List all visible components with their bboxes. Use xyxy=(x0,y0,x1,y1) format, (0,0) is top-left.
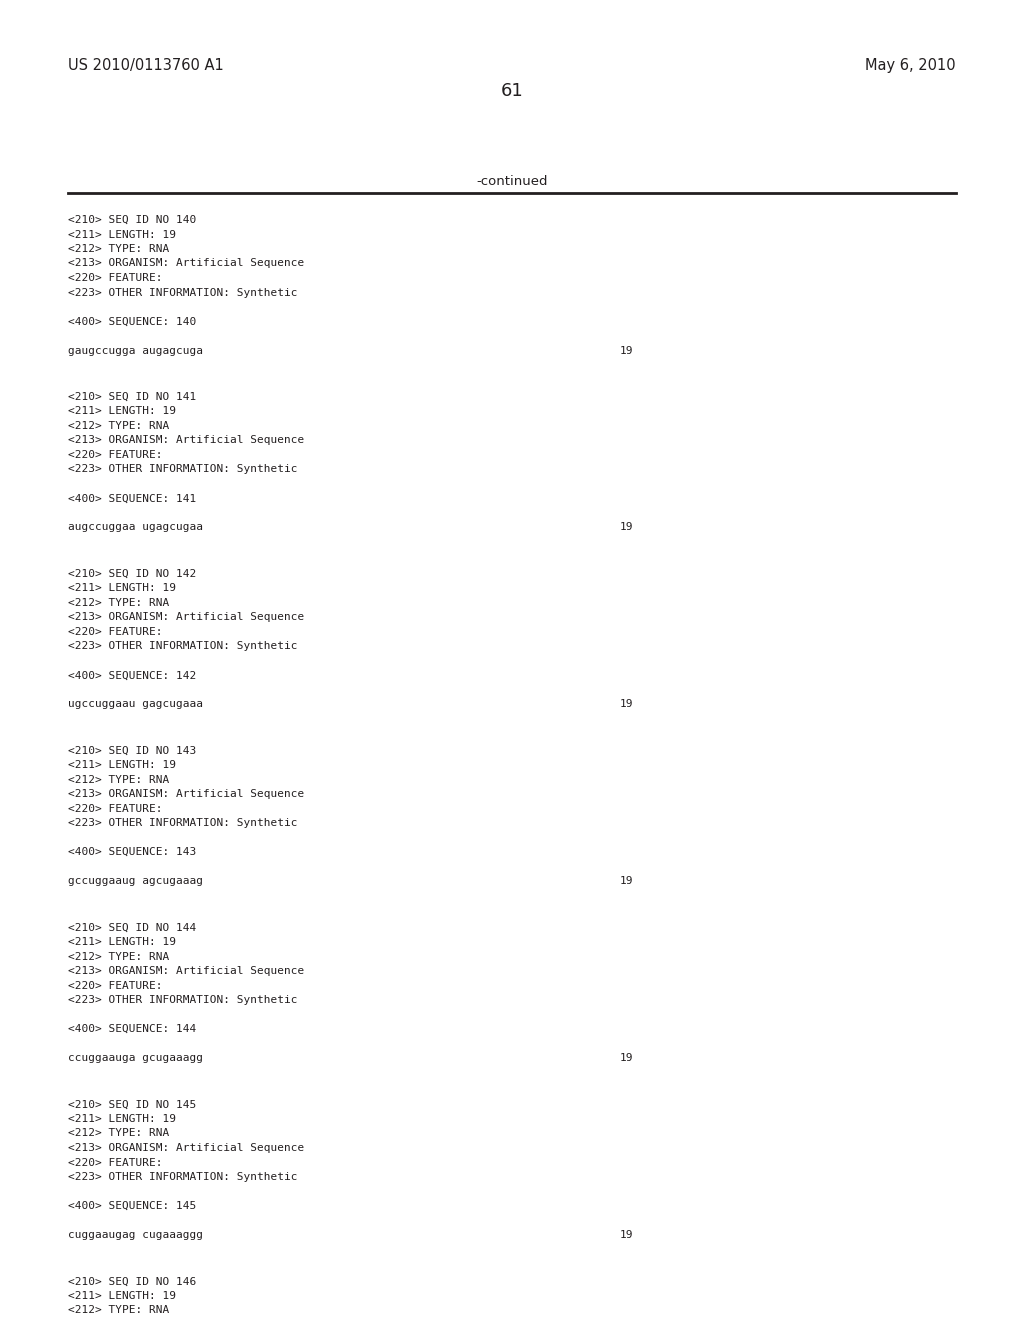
Text: <220> FEATURE:: <220> FEATURE: xyxy=(68,981,163,990)
Text: <400> SEQUENCE: 145: <400> SEQUENCE: 145 xyxy=(68,1201,197,1210)
Text: <220> FEATURE:: <220> FEATURE: xyxy=(68,273,163,282)
Text: <210> SEQ ID NO 143: <210> SEQ ID NO 143 xyxy=(68,746,197,755)
Text: <400> SEQUENCE: 140: <400> SEQUENCE: 140 xyxy=(68,317,197,326)
Text: <211> LENGTH: 19: <211> LENGTH: 19 xyxy=(68,937,176,946)
Text: <211> LENGTH: 19: <211> LENGTH: 19 xyxy=(68,1114,176,1125)
Text: <212> TYPE: RNA: <212> TYPE: RNA xyxy=(68,1305,169,1316)
Text: <213> ORGANISM: Artificial Sequence: <213> ORGANISM: Artificial Sequence xyxy=(68,612,304,622)
Text: <400> SEQUENCE: 143: <400> SEQUENCE: 143 xyxy=(68,847,197,857)
Text: ugccuggaau gagcugaaa: ugccuggaau gagcugaaa xyxy=(68,700,203,709)
Text: <210> SEQ ID NO 140: <210> SEQ ID NO 140 xyxy=(68,215,197,224)
Text: <211> LENGTH: 19: <211> LENGTH: 19 xyxy=(68,230,176,239)
Text: US 2010/0113760 A1: US 2010/0113760 A1 xyxy=(68,58,224,73)
Text: 61: 61 xyxy=(501,82,523,100)
Text: 19: 19 xyxy=(620,1230,634,1239)
Text: <223> OTHER INFORMATION: Synthetic: <223> OTHER INFORMATION: Synthetic xyxy=(68,818,298,828)
Text: <213> ORGANISM: Artificial Sequence: <213> ORGANISM: Artificial Sequence xyxy=(68,789,304,799)
Text: cuggaaugag cugaaaggg: cuggaaugag cugaaaggg xyxy=(68,1230,203,1239)
Text: <212> TYPE: RNA: <212> TYPE: RNA xyxy=(68,421,169,430)
Text: <210> SEQ ID NO 146: <210> SEQ ID NO 146 xyxy=(68,1276,197,1287)
Text: <210> SEQ ID NO 144: <210> SEQ ID NO 144 xyxy=(68,923,197,933)
Text: <220> FEATURE:: <220> FEATURE: xyxy=(68,804,163,813)
Text: augccuggaa ugagcugaa: augccuggaa ugagcugaa xyxy=(68,523,203,532)
Text: 19: 19 xyxy=(620,523,634,532)
Text: <211> LENGTH: 19: <211> LENGTH: 19 xyxy=(68,407,176,416)
Text: <212> TYPE: RNA: <212> TYPE: RNA xyxy=(68,598,169,607)
Text: <213> ORGANISM: Artificial Sequence: <213> ORGANISM: Artificial Sequence xyxy=(68,436,304,445)
Text: <400> SEQUENCE: 141: <400> SEQUENCE: 141 xyxy=(68,494,197,503)
Text: 19: 19 xyxy=(620,876,634,886)
Text: <212> TYPE: RNA: <212> TYPE: RNA xyxy=(68,775,169,784)
Text: <212> TYPE: RNA: <212> TYPE: RNA xyxy=(68,244,169,253)
Text: <223> OTHER INFORMATION: Synthetic: <223> OTHER INFORMATION: Synthetic xyxy=(68,642,298,651)
Text: <212> TYPE: RNA: <212> TYPE: RNA xyxy=(68,1129,169,1138)
Text: 19: 19 xyxy=(620,346,634,355)
Text: <220> FEATURE:: <220> FEATURE: xyxy=(68,627,163,636)
Text: <212> TYPE: RNA: <212> TYPE: RNA xyxy=(68,952,169,961)
Text: May 6, 2010: May 6, 2010 xyxy=(865,58,956,73)
Text: -continued: -continued xyxy=(476,176,548,187)
Text: <223> OTHER INFORMATION: Synthetic: <223> OTHER INFORMATION: Synthetic xyxy=(68,288,298,297)
Text: 19: 19 xyxy=(620,700,634,709)
Text: <210> SEQ ID NO 141: <210> SEQ ID NO 141 xyxy=(68,392,197,401)
Text: ccuggaauga gcugaaagg: ccuggaauga gcugaaagg xyxy=(68,1053,203,1063)
Text: <223> OTHER INFORMATION: Synthetic: <223> OTHER INFORMATION: Synthetic xyxy=(68,1172,298,1181)
Text: <400> SEQUENCE: 142: <400> SEQUENCE: 142 xyxy=(68,671,197,680)
Text: <220> FEATURE:: <220> FEATURE: xyxy=(68,1158,163,1167)
Text: <223> OTHER INFORMATION: Synthetic: <223> OTHER INFORMATION: Synthetic xyxy=(68,465,298,474)
Text: <211> LENGTH: 19: <211> LENGTH: 19 xyxy=(68,760,176,770)
Text: <223> OTHER INFORMATION: Synthetic: <223> OTHER INFORMATION: Synthetic xyxy=(68,995,298,1005)
Text: <211> LENGTH: 19: <211> LENGTH: 19 xyxy=(68,583,176,593)
Text: <220> FEATURE:: <220> FEATURE: xyxy=(68,450,163,459)
Text: <400> SEQUENCE: 144: <400> SEQUENCE: 144 xyxy=(68,1024,197,1034)
Text: <213> ORGANISM: Artificial Sequence: <213> ORGANISM: Artificial Sequence xyxy=(68,966,304,975)
Text: <213> ORGANISM: Artificial Sequence: <213> ORGANISM: Artificial Sequence xyxy=(68,1143,304,1152)
Text: gccuggaaug agcugaaag: gccuggaaug agcugaaag xyxy=(68,876,203,886)
Text: <210> SEQ ID NO 142: <210> SEQ ID NO 142 xyxy=(68,569,197,578)
Text: <213> ORGANISM: Artificial Sequence: <213> ORGANISM: Artificial Sequence xyxy=(68,259,304,268)
Text: 19: 19 xyxy=(620,1053,634,1063)
Text: gaugccugga augagcuga: gaugccugga augagcuga xyxy=(68,346,203,355)
Text: <211> LENGTH: 19: <211> LENGTH: 19 xyxy=(68,1291,176,1302)
Text: <210> SEQ ID NO 145: <210> SEQ ID NO 145 xyxy=(68,1100,197,1110)
